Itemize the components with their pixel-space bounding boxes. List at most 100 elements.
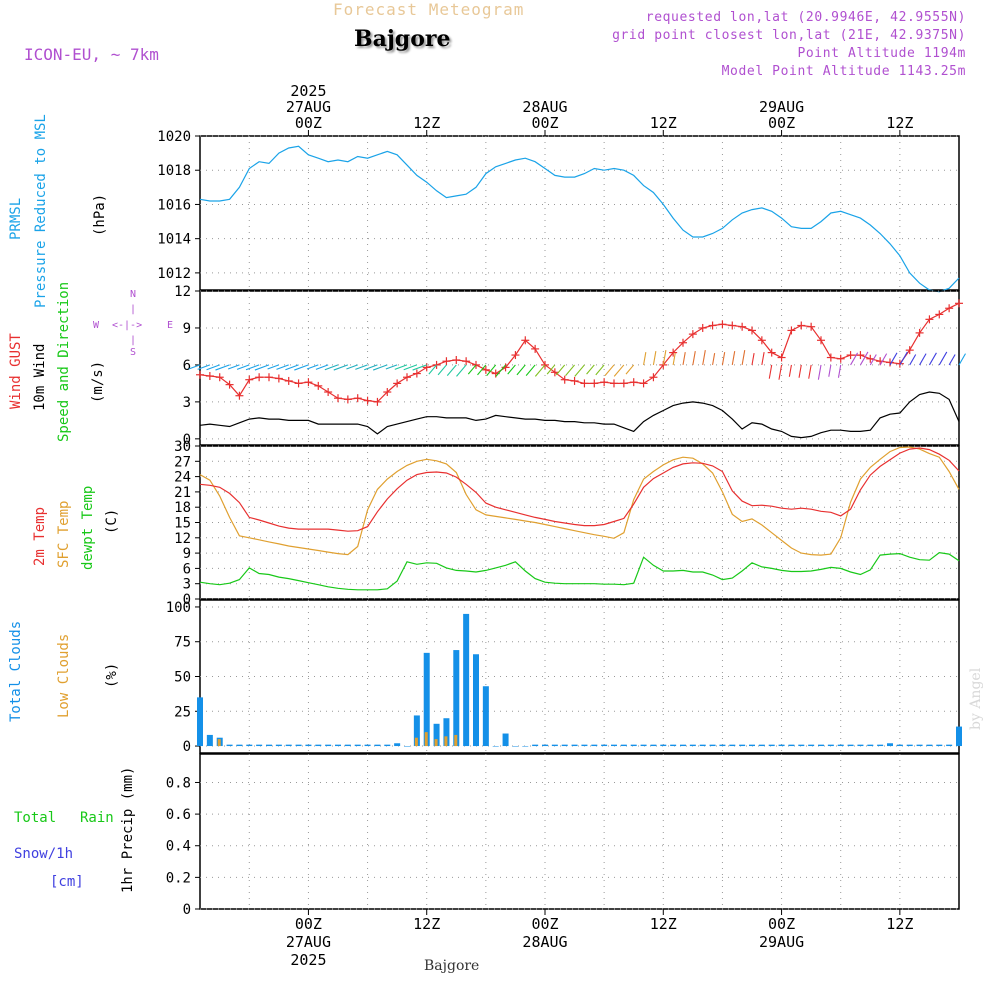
gust-point	[511, 351, 520, 360]
cloud-bar-low	[414, 737, 418, 747]
y-tick-label: 12	[174, 531, 191, 547]
y-tick-label: 0.6	[166, 807, 191, 823]
cloud-bar-total	[877, 744, 884, 747]
cloud-bar-total	[226, 744, 233, 747]
gust-point	[669, 348, 678, 357]
compass-w: W	[93, 320, 100, 331]
gust-point	[856, 351, 865, 360]
wind-direction-arrow	[467, 364, 477, 375]
requested-coords: requested lon,lat (20.9946E, 42.9555N)	[645, 10, 966, 25]
gust-point	[767, 348, 776, 357]
gust-point	[363, 396, 372, 405]
cloud-bar-total	[581, 744, 588, 747]
cloud-bar-total	[906, 744, 913, 747]
wind-direction-arrow	[206, 364, 220, 371]
wind-direction-arrow	[188, 364, 201, 370]
wind-direction-arrow	[817, 364, 822, 380]
wind-direction-arrow	[850, 352, 859, 366]
wind-direction-arrow	[879, 353, 888, 366]
cloud-bar-total	[374, 744, 381, 747]
cloud-bar-total	[394, 743, 401, 747]
wind-direction-arrow	[346, 364, 358, 370]
gust-point	[580, 379, 589, 388]
wind-direction-arrow	[712, 353, 716, 366]
cloud-bar-total	[423, 652, 430, 747]
cloud-bar-total	[354, 744, 361, 747]
cloud-bar-total	[551, 744, 558, 747]
wind-direction-arrow	[412, 364, 427, 371]
cloud-bar-total	[443, 718, 450, 747]
wind-direction-arrow	[837, 364, 842, 378]
wind-direction-arrow	[731, 351, 736, 366]
sfc-temp-label: SFC Temp	[56, 500, 72, 568]
cloud-bar-total	[512, 746, 519, 747]
gust-point	[215, 373, 224, 382]
cloud-bar-total	[709, 744, 716, 747]
gust-point	[265, 373, 273, 382]
y-tick-label: 6	[183, 561, 191, 577]
gust-point	[334, 394, 342, 403]
gust-point	[373, 397, 382, 406]
gust-point	[570, 376, 579, 385]
cloud-bar-low	[444, 736, 448, 747]
gust-point	[560, 375, 569, 384]
gust-point	[294, 379, 303, 388]
cloud-bar-total	[818, 744, 824, 747]
gust-point	[738, 322, 747, 331]
y-tick-label: 1018	[157, 163, 191, 179]
wind-direction-arrow	[236, 364, 250, 370]
cloud-bar-total	[857, 744, 864, 747]
model-altitude: Model Point Altitude 1143.25m	[721, 64, 966, 79]
gust-point	[235, 391, 244, 400]
gust-point	[718, 320, 727, 329]
cloud-bar-total	[325, 744, 332, 747]
wind-direction-arrow	[215, 364, 230, 371]
cloud-bar-total	[670, 744, 677, 747]
y-tick-label: 15	[174, 516, 191, 532]
cloud-bar-total	[620, 744, 627, 747]
y-tick-label: 21	[174, 485, 191, 501]
wind-direction-arrow	[643, 352, 647, 366]
wind-direction-arrow	[245, 364, 260, 371]
y-tick-label: 24	[174, 470, 191, 486]
cloud-bar-total	[542, 744, 548, 747]
location-title: Bajgore	[354, 26, 451, 52]
cloud-bar-total	[482, 686, 489, 747]
cloud-bar-total	[729, 744, 736, 747]
wind-direction-arrow	[495, 364, 506, 377]
gust-point	[777, 353, 786, 362]
cloud-bar-total	[946, 744, 953, 747]
compass-ew-line: <-|->	[112, 320, 143, 331]
gust-point	[836, 354, 845, 363]
gust-point	[787, 326, 796, 335]
gust-point	[886, 358, 894, 367]
top-time-label: 29AUG	[759, 98, 804, 116]
cloud-bar-total	[916, 744, 923, 747]
wind-direction-arrow	[403, 364, 418, 371]
wind-direction-arrow	[197, 364, 211, 370]
wind-direction-arrow	[227, 364, 240, 370]
wind-direction-arrow	[546, 364, 556, 375]
dewpt-label: dewpt Temp	[80, 485, 96, 570]
cloud-bar-total	[601, 744, 608, 747]
cloud-bar-total	[561, 744, 568, 747]
gust-point	[452, 355, 461, 364]
wind-direction-arrow	[768, 364, 773, 379]
cloud-bar-total	[660, 744, 667, 747]
wind-direction-arrow	[899, 351, 908, 366]
cloud-bar-total	[808, 744, 815, 747]
wind-unit: (m/s)	[90, 360, 106, 403]
cloud-bar-total	[522, 746, 529, 747]
y-tick-label: 6	[183, 358, 191, 374]
gust-point	[895, 359, 904, 368]
cloud-bar-total	[827, 744, 834, 747]
cloud-bar-total	[463, 613, 470, 747]
top-time-label: 12Z	[886, 114, 913, 132]
cloud-bar-total	[236, 744, 243, 747]
bottom-time-label: 28AUG	[522, 933, 567, 951]
cloud-bar-total	[936, 744, 943, 747]
wind-direction-arrow	[525, 364, 536, 376]
gust-point	[521, 336, 530, 345]
bottom-time-label: 00Z	[531, 915, 558, 933]
y-tick-label: 1012	[157, 266, 191, 282]
